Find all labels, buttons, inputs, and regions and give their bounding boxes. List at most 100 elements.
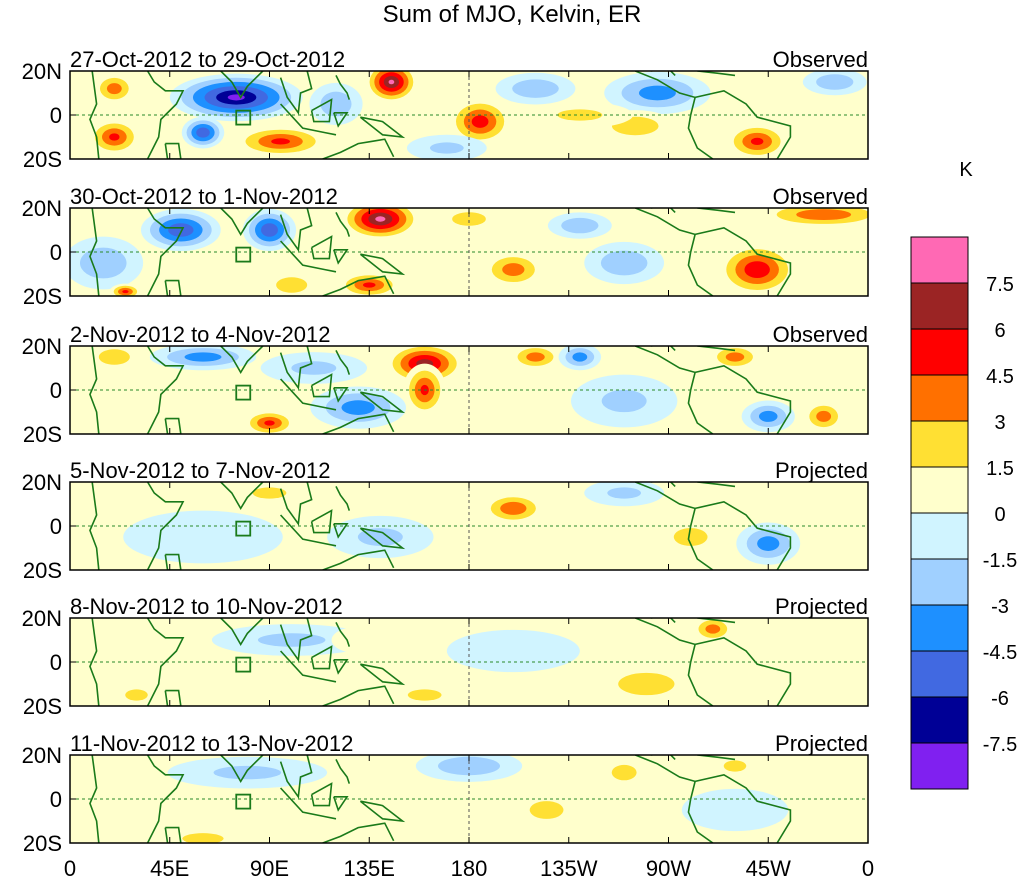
colorbar-tick-label: 0 <box>994 504 1005 526</box>
map-panel: 20N 0 20S 11-Nov-2012 to 13-Nov-2012 Project… <box>22 731 869 856</box>
positive-anomaly-contour <box>407 689 442 701</box>
coastline <box>146 755 185 843</box>
coastline <box>220 71 264 99</box>
colorbar-tick-label: -3 <box>991 596 1009 618</box>
coastline <box>310 98 333 123</box>
coastline <box>164 553 182 570</box>
coastline <box>164 689 182 706</box>
coastline <box>359 253 406 276</box>
negative-anomaly-contour <box>79 247 127 279</box>
coastline <box>650 346 676 351</box>
coastline <box>694 89 792 159</box>
coastline <box>89 208 100 296</box>
panel-status: Observed <box>773 322 868 347</box>
colorbar-swatch <box>910 696 969 744</box>
coastline <box>333 522 349 539</box>
negative-anomaly-contour <box>213 765 282 780</box>
coastline <box>89 346 100 434</box>
x-tick-label: 90E <box>250 856 289 881</box>
coastline <box>335 212 351 237</box>
positive-anomaly-contour <box>618 672 675 696</box>
y-tick-label: 20S <box>23 147 62 172</box>
y-tick-label: 20S <box>23 558 62 583</box>
positive-anomaly-contour <box>557 109 603 121</box>
coastline <box>335 350 351 375</box>
coastline <box>89 618 100 706</box>
positive-anomaly-contour <box>388 79 395 85</box>
coastline <box>279 787 337 820</box>
colorbar-tick-label: -6 <box>991 688 1009 710</box>
colorbar-tick-label: 1.5 <box>986 458 1014 480</box>
y-tick-label: 0 <box>50 240 62 265</box>
figure-title: Sum of MJO, Kelvin, ER <box>383 1 642 28</box>
negative-anomaly-contour <box>184 352 222 362</box>
negative-anomaly-contour <box>601 389 647 413</box>
coastline <box>146 346 185 434</box>
coastline <box>164 279 182 296</box>
positive-anomaly-contour <box>331 626 385 654</box>
positive-anomaly-contour <box>725 352 745 362</box>
coastline <box>694 226 792 296</box>
coastline <box>333 658 349 675</box>
region-box-marker <box>235 109 252 126</box>
coastline <box>279 346 313 390</box>
region-box-marker <box>235 520 252 537</box>
positive-anomaly-contour <box>471 115 489 128</box>
y-tick-label: 20S <box>23 831 62 856</box>
coastline <box>694 773 792 843</box>
y-tick-label: 0 <box>50 514 62 539</box>
coastline <box>333 386 349 403</box>
negative-anomaly-contour <box>572 352 588 362</box>
negative-anomaly-contour <box>681 788 789 832</box>
coastline <box>279 482 313 526</box>
colorbar-swatch <box>910 236 969 284</box>
coastline <box>322 549 395 570</box>
colorbar-swatch <box>910 328 969 376</box>
positive-anomaly-contour <box>182 833 224 843</box>
coastline <box>322 413 395 434</box>
negative-anomaly-contour <box>758 410 778 422</box>
negative-anomaly-contour <box>257 633 326 647</box>
coastline <box>89 755 100 843</box>
colorbar-swatch <box>910 420 969 468</box>
panel-status: Projected <box>775 594 868 619</box>
negative-anomaly-contour <box>320 91 352 117</box>
y-tick-label: 0 <box>50 787 62 812</box>
coastline <box>634 71 714 159</box>
positive-anomaly-contour <box>500 501 527 515</box>
colorbar-swatch <box>910 512 969 560</box>
coastline <box>310 373 333 398</box>
positive-anomaly-contour <box>816 410 832 422</box>
positive-anomaly-contour <box>252 487 287 499</box>
coastline <box>164 417 182 434</box>
y-tick-label: 0 <box>50 103 62 128</box>
coastline <box>279 103 337 136</box>
negative-anomaly-contour <box>357 528 403 546</box>
negative-anomaly-contour <box>607 487 642 499</box>
positive-anomaly-contour <box>796 209 852 221</box>
x-tick-label: 135E <box>344 856 395 881</box>
coastline <box>89 71 100 159</box>
positive-anomaly-contour <box>271 138 290 145</box>
region-box-marker <box>235 793 252 810</box>
coastline <box>279 618 313 662</box>
coastline <box>650 618 676 623</box>
colorbar-tick-label: 4.5 <box>986 366 1014 388</box>
y-tick-label: 20S <box>23 422 62 447</box>
negative-anomaly-contour <box>600 250 648 276</box>
x-tick-label: 90W <box>646 856 691 881</box>
panel-date-range: 30-Oct-2012 to 1-Nov-2012 <box>70 184 338 209</box>
coastline <box>634 482 714 570</box>
coastline <box>634 346 714 434</box>
coastline <box>650 208 676 213</box>
y-tick-label: 20N <box>22 59 62 84</box>
colorbar-tick-label: 3 <box>994 412 1005 434</box>
colorbar-swatch <box>910 604 969 652</box>
positive-anomaly-contour <box>106 83 122 95</box>
positive-anomaly-contour <box>98 349 130 365</box>
coastline <box>220 482 264 510</box>
positive-anomaly-contour <box>750 137 764 146</box>
coastline <box>164 142 182 159</box>
map-panel: 20N 0 20S 2-Nov-2012 to 4-Nov-2012 Observed <box>22 322 869 447</box>
